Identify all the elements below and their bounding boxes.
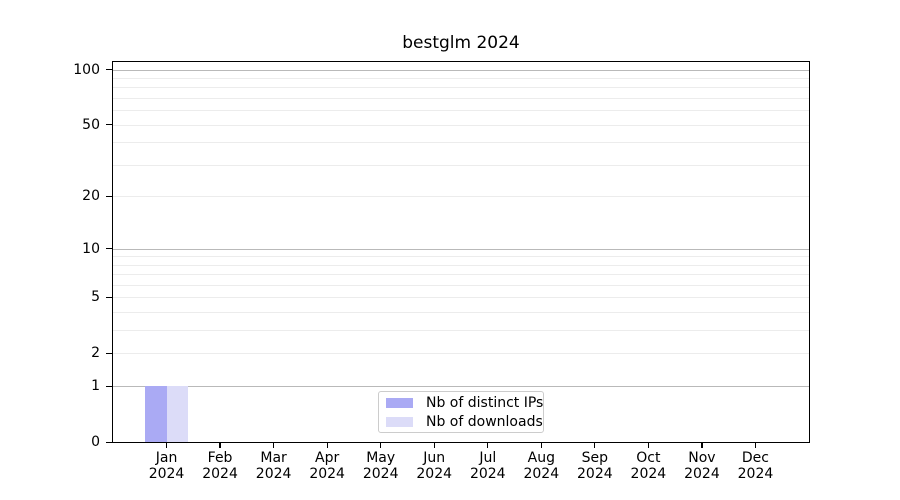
x-axis-tick-label: Dec 2024 xyxy=(737,450,774,482)
y-axis-tick-mark xyxy=(106,385,112,387)
y-axis-tick-mark xyxy=(106,441,112,443)
y-axis-tick-label: 1 xyxy=(91,378,100,395)
x-axis-tick-mark xyxy=(647,443,649,448)
x-axis-tick-mark xyxy=(594,443,596,448)
x-axis-tick-mark xyxy=(326,443,328,448)
y-axis-tick-label: 10 xyxy=(82,240,100,257)
gridline-major xyxy=(113,248,809,250)
x-axis-tick-label: Oct 2024 xyxy=(630,450,667,482)
x-axis-tick-label: Jul 2024 xyxy=(469,450,506,482)
x-axis-tick-mark xyxy=(433,443,435,448)
y-axis-tick-mark xyxy=(106,352,112,355)
gridline-minor xyxy=(113,353,809,355)
x-axis-tick-mark xyxy=(219,443,221,448)
x-axis-tick-mark xyxy=(487,443,489,448)
legend-swatch-distinct-ips xyxy=(386,397,413,408)
gridline-major xyxy=(113,69,809,71)
gridline-major xyxy=(113,386,809,388)
y-axis-tick-mark xyxy=(106,296,112,299)
y-axis-tick-label: 20 xyxy=(82,188,100,205)
legend-entry-distinct-ips: Nb of distinct IPs xyxy=(386,394,544,411)
gridline-minor xyxy=(113,312,809,314)
y-axis-tick-label: 2 xyxy=(91,345,100,362)
x-axis-tick-label: Mar 2024 xyxy=(255,450,292,482)
legend-swatch-downloads xyxy=(386,416,413,427)
x-axis-tick-mark xyxy=(273,443,275,448)
y-axis-tick-mark xyxy=(106,124,112,126)
gridline-minor xyxy=(113,264,809,266)
gridline-minor xyxy=(113,87,809,89)
x-axis-tick-label: Apr 2024 xyxy=(309,450,345,482)
bar-downloads xyxy=(166,386,188,442)
gridline-minor xyxy=(113,98,809,100)
y-axis-tick-mark xyxy=(106,69,112,71)
legend: Nb of distinct IPs Nb of downloads xyxy=(378,391,544,433)
gridline-minor xyxy=(113,284,809,286)
x-axis-tick-mark xyxy=(380,443,382,448)
gridline-minor xyxy=(113,274,809,276)
y-axis-tick-mark xyxy=(106,195,112,198)
x-axis-tick-label: Jan 2024 xyxy=(148,450,185,482)
gridline-minor xyxy=(113,330,809,332)
x-axis-tick-mark xyxy=(165,443,168,448)
gridline-minor xyxy=(113,110,809,112)
y-axis-tick-label: 50 xyxy=(82,116,100,133)
y-axis-tick-label: 100 xyxy=(73,61,100,78)
gridline-minor xyxy=(113,256,809,258)
gridline-minor xyxy=(113,196,809,198)
chart-title: bestglm 2024 xyxy=(402,33,520,53)
x-axis-tick-label: Sep 2024 xyxy=(577,450,613,482)
x-axis-tick-label: Aug 2024 xyxy=(523,450,560,482)
gridline-minor xyxy=(113,297,809,299)
bar-distinct-ips xyxy=(145,386,167,442)
x-axis-tick-label: Nov 2024 xyxy=(684,450,720,482)
legend-entry-downloads: Nb of downloads xyxy=(386,413,543,430)
x-axis-tick-mark xyxy=(754,443,757,448)
gridline-minor xyxy=(113,164,809,166)
plot-area xyxy=(112,61,810,443)
legend-label-distinct-ips: Nb of distinct IPs xyxy=(426,394,544,411)
x-axis-tick-mark xyxy=(540,443,542,448)
gridline-minor xyxy=(113,142,809,144)
x-axis-tick-label: Jun 2024 xyxy=(416,450,453,482)
legend-label-downloads: Nb of downloads xyxy=(426,413,543,430)
x-axis-tick-label: May 2024 xyxy=(362,450,399,482)
x-axis-tick-label: Feb 2024 xyxy=(202,450,238,482)
y-axis-tick-label: 0 xyxy=(91,434,100,450)
gridline-minor xyxy=(113,124,809,126)
x-axis-tick-mark xyxy=(701,443,703,448)
y-axis-tick-label: 5 xyxy=(91,289,100,306)
y-axis-tick-mark xyxy=(106,248,112,250)
gridline-minor xyxy=(113,78,809,80)
